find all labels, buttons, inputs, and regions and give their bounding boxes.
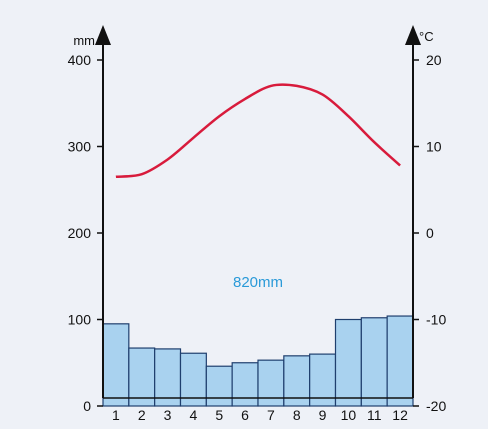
left-tick-label-300: 300 — [68, 139, 92, 155]
right-tick-label-10: 10 — [426, 139, 442, 155]
precipitation-bars — [102, 315, 414, 407]
precip-bar-1 — [102, 323, 130, 407]
precip-bar-5 — [205, 365, 233, 407]
left-tick-label-200: 200 — [68, 225, 92, 241]
precip-bar-12 — [386, 315, 414, 407]
precip-bar-4 — [179, 352, 207, 407]
month-label-9: 9 — [319, 407, 327, 423]
left-tick-label-100: 100 — [68, 312, 92, 328]
month-label-10: 10 — [341, 407, 357, 423]
precip-bar-6 — [231, 362, 259, 407]
month-label-12: 12 — [392, 407, 408, 423]
month-label-3: 3 — [164, 407, 172, 423]
left-tick-label-400: 400 — [68, 52, 92, 68]
month-label-11: 11 — [367, 407, 382, 423]
left-tick-label-0: 0 — [83, 398, 91, 414]
temperature-line-layer — [115, 83, 401, 179]
temperature-line — [115, 83, 401, 179]
right-tick-label-20: 20 — [426, 52, 442, 68]
precip-unit-label: mm — [73, 33, 95, 48]
precip-bar-3 — [154, 348, 182, 407]
month-label-7: 7 — [267, 407, 275, 423]
month-label-1: 1 — [112, 407, 120, 423]
temp-unit-label: °C — [419, 29, 434, 44]
month-label-5: 5 — [215, 407, 223, 423]
right-tick-label-0: 0 — [426, 225, 434, 241]
month-label-2: 2 — [138, 407, 146, 423]
precip-bar-2 — [128, 347, 156, 407]
month-label-8: 8 — [293, 407, 301, 423]
precip-bar-10 — [334, 318, 362, 407]
axes — [95, 25, 421, 407]
right-tick-label--10: -10 — [426, 312, 446, 328]
month-label-4: 4 — [190, 407, 198, 423]
month-label-6: 6 — [241, 407, 249, 423]
precip-bar-7 — [257, 359, 285, 407]
precip-bar-11 — [360, 317, 388, 407]
right-tick-label--20: -20 — [426, 398, 446, 414]
total-precip-annotation: 820mm — [233, 274, 283, 291]
